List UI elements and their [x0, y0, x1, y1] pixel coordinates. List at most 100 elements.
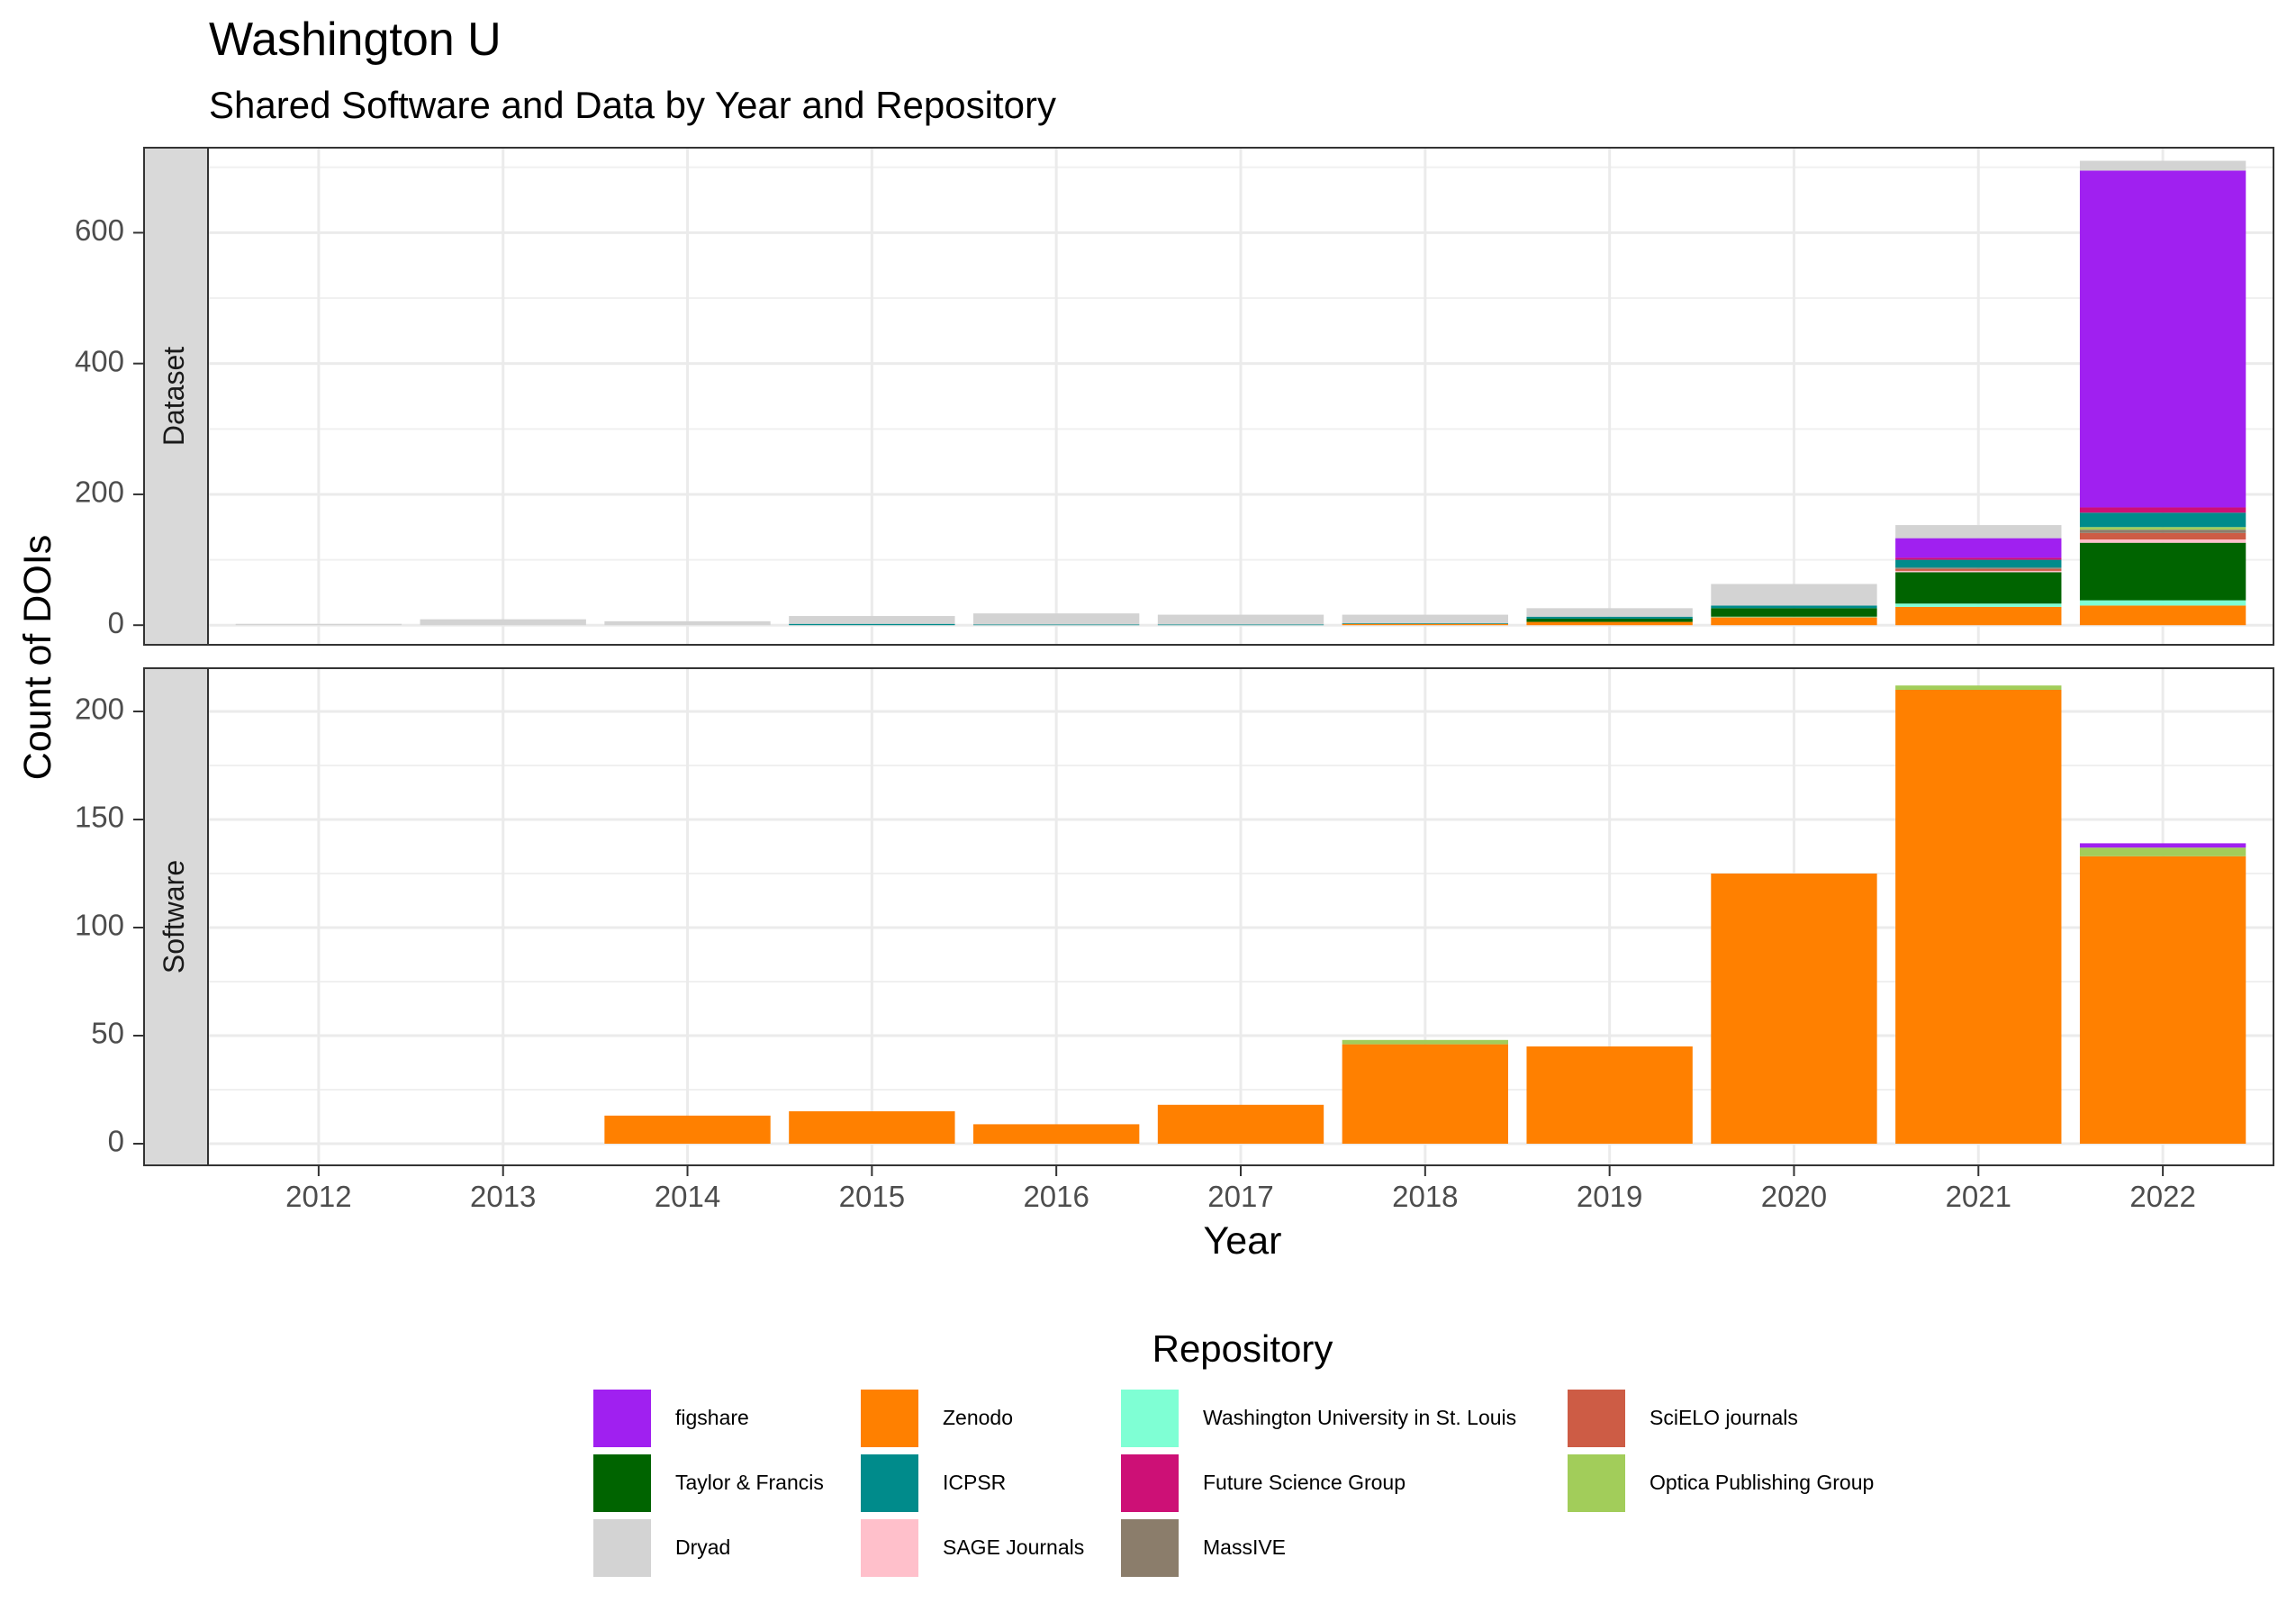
x-axis-ticks: 2012 2013 2014 2015 2016 2017 2018 2019 2020 2021…	[285, 1165, 2196, 1213]
x-tick-label: 2017	[1207, 1180, 1273, 1213]
legend-swatch	[593, 1519, 651, 1577]
bar-segment-taylor-francis-2019	[1526, 618, 1693, 622]
bar-segment-zenodo-2017	[1157, 1104, 1324, 1144]
x-tick-label: 2012	[285, 1180, 351, 1213]
panel-border	[207, 147, 2274, 646]
panel-dataset: Dataset 0 200 400 600	[75, 147, 2274, 646]
bar-segment-optica-publishing-group-2022	[2079, 527, 2246, 530]
chart-subtitle: Shared Software and Data by Year and Rep…	[209, 84, 1056, 126]
bar-segment-icpsr-2020	[1711, 605, 1877, 609]
legend-label: MassIVE	[1203, 1535, 1286, 1559]
bar-segment-dryad-2020	[1711, 584, 1877, 606]
bar-segment-zenodo-2015	[789, 1111, 955, 1144]
x-tick-label: 2022	[2129, 1180, 2195, 1213]
x-tick-label: 2016	[1023, 1180, 1089, 1213]
legend-label: Future Science Group	[1203, 1471, 1406, 1494]
bar-segment-future-science-group-2021	[1895, 557, 2062, 560]
legend-swatch	[1568, 1390, 1625, 1447]
legend-item-dryad: Dryad	[593, 1519, 730, 1577]
bar-segment-zenodo-2022	[2079, 605, 2246, 626]
facet-strip	[143, 147, 209, 646]
legend-swatch	[1121, 1390, 1179, 1447]
bar-segment-dryad-2016	[973, 613, 1140, 625]
bar-segment-zenodo-2020	[1711, 617, 1877, 626]
legend-label: Dryad	[675, 1535, 730, 1559]
legend-item-icpsr: ICPSR	[861, 1454, 1006, 1512]
bar-segment-washington-university-in-st-louis-2020	[1711, 616, 1877, 618]
bar-segment-washington-university-in-st-louis-2022	[2079, 600, 2246, 606]
legend-swatch	[861, 1390, 918, 1447]
legend-item-optica-publishing-group: Optica Publishing Group	[1568, 1454, 1874, 1512]
bar-segment-zenodo-2019	[1526, 621, 1693, 626]
bar-segment-dryad-2019	[1526, 608, 1693, 617]
legend: figshare Taylor & Francis Dryad Zenodo ICPSR…	[593, 1390, 1874, 1577]
bar-segment-icpsr-2015	[789, 623, 955, 626]
y-tick-label: 0	[108, 606, 124, 639]
y-axis-title: Count of DOIs	[16, 535, 59, 780]
facet-panels: Dataset 0 200 400 600 Software 0 50 100 150 200	[75, 147, 2274, 1166]
facet-label: Dataset	[158, 347, 190, 446]
bar-segment-future-science-group-2022	[2079, 507, 2246, 513]
bar-segment-optica-publishing-group-2021	[1895, 685, 2062, 690]
y-tick-label: 600	[75, 213, 124, 247]
x-tick-label: 2018	[1392, 1180, 1458, 1213]
legend-item-future-science-group: Future Science Group	[1121, 1454, 1406, 1512]
x-tick-label: 2019	[1577, 1180, 1642, 1213]
facet-label: Software	[158, 860, 190, 974]
bar-segment-dryad-2015	[789, 616, 955, 624]
bar-segment-dryad-2021	[1895, 525, 2062, 539]
bar-segment-massive-2022	[2079, 530, 2246, 533]
bar-segment-optica-publishing-group-2018	[1342, 1039, 1508, 1045]
legend-swatch	[861, 1519, 918, 1577]
x-tick-label: 2015	[839, 1180, 905, 1213]
bar-segment-zenodo-2020	[1711, 874, 1877, 1144]
legend-swatch	[1121, 1454, 1179, 1512]
bar-segment-zenodo-2018	[1342, 623, 1508, 626]
bar-segment-washington-university-in-st-louis-2021	[1895, 603, 2062, 607]
legend-label: Zenodo	[943, 1406, 1013, 1429]
bar-segment-scielo-journals-2022	[2079, 532, 2246, 540]
bar-segment-taylor-francis-2021	[1895, 572, 2062, 604]
legend-item-massive: MassIVE	[1121, 1519, 1286, 1577]
legend-title: Repository	[1153, 1327, 1333, 1370]
bar-segment-massive-2021	[1895, 567, 2062, 569]
y-tick-label: 200	[75, 475, 124, 509]
bar-segment-icpsr-2019	[1526, 616, 1693, 619]
bar-segment-dryad-2017	[1157, 614, 1324, 625]
y-tick-label: 150	[75, 801, 124, 834]
bar-segment-icpsr-2016	[973, 624, 1140, 626]
legend-label: Taylor & Francis	[675, 1471, 824, 1494]
bar-segment-dryad-2013	[420, 619, 586, 626]
y-tick-label: 200	[75, 693, 124, 726]
bar-segment-icpsr-2018	[1342, 623, 1508, 624]
bar-segment-sage-journals-2021	[1895, 570, 2062, 573]
legend-label: Optica Publishing Group	[1650, 1471, 1874, 1494]
y-tick-label: 50	[91, 1017, 124, 1050]
bar-segment-figshare-2022	[2079, 170, 2246, 508]
bar-segment-taylor-francis-2022	[2079, 542, 2246, 601]
bar-segment-scielo-journals-2021	[1895, 568, 2062, 571]
legend-item-zenodo: Zenodo	[861, 1390, 1013, 1447]
bar-segment-optica-publishing-group-2022	[2079, 847, 2246, 856]
bar-segment-icpsr-2021	[1895, 559, 2062, 568]
legend-swatch	[593, 1454, 651, 1512]
legend-label: SAGE Journals	[943, 1535, 1084, 1559]
legend-swatch	[593, 1390, 651, 1447]
chart-title: Washington U	[209, 14, 502, 66]
bar-segment-zenodo-2014	[604, 1115, 771, 1144]
bar-segment-zenodo-2021	[1895, 690, 2062, 1144]
bar-segment-zenodo-2018	[1342, 1044, 1508, 1144]
y-tick-label: 100	[75, 909, 124, 942]
legend-swatch	[861, 1454, 918, 1512]
legend-label: SciELO journals	[1650, 1406, 1798, 1429]
bar-segment-zenodo-2016	[973, 1124, 1140, 1144]
bar-segment-zenodo-2022	[2079, 856, 2246, 1144]
bar-segment-figshare-2022	[2079, 843, 2246, 848]
x-tick-label: 2014	[655, 1180, 720, 1213]
y-tick-label: 400	[75, 344, 124, 377]
legend-label: figshare	[675, 1406, 749, 1429]
bar-segment-dryad-2018	[1342, 614, 1508, 624]
legend-item-figshare: figshare	[593, 1390, 749, 1447]
legend-label: Washington University in St. Louis	[1203, 1406, 1516, 1429]
